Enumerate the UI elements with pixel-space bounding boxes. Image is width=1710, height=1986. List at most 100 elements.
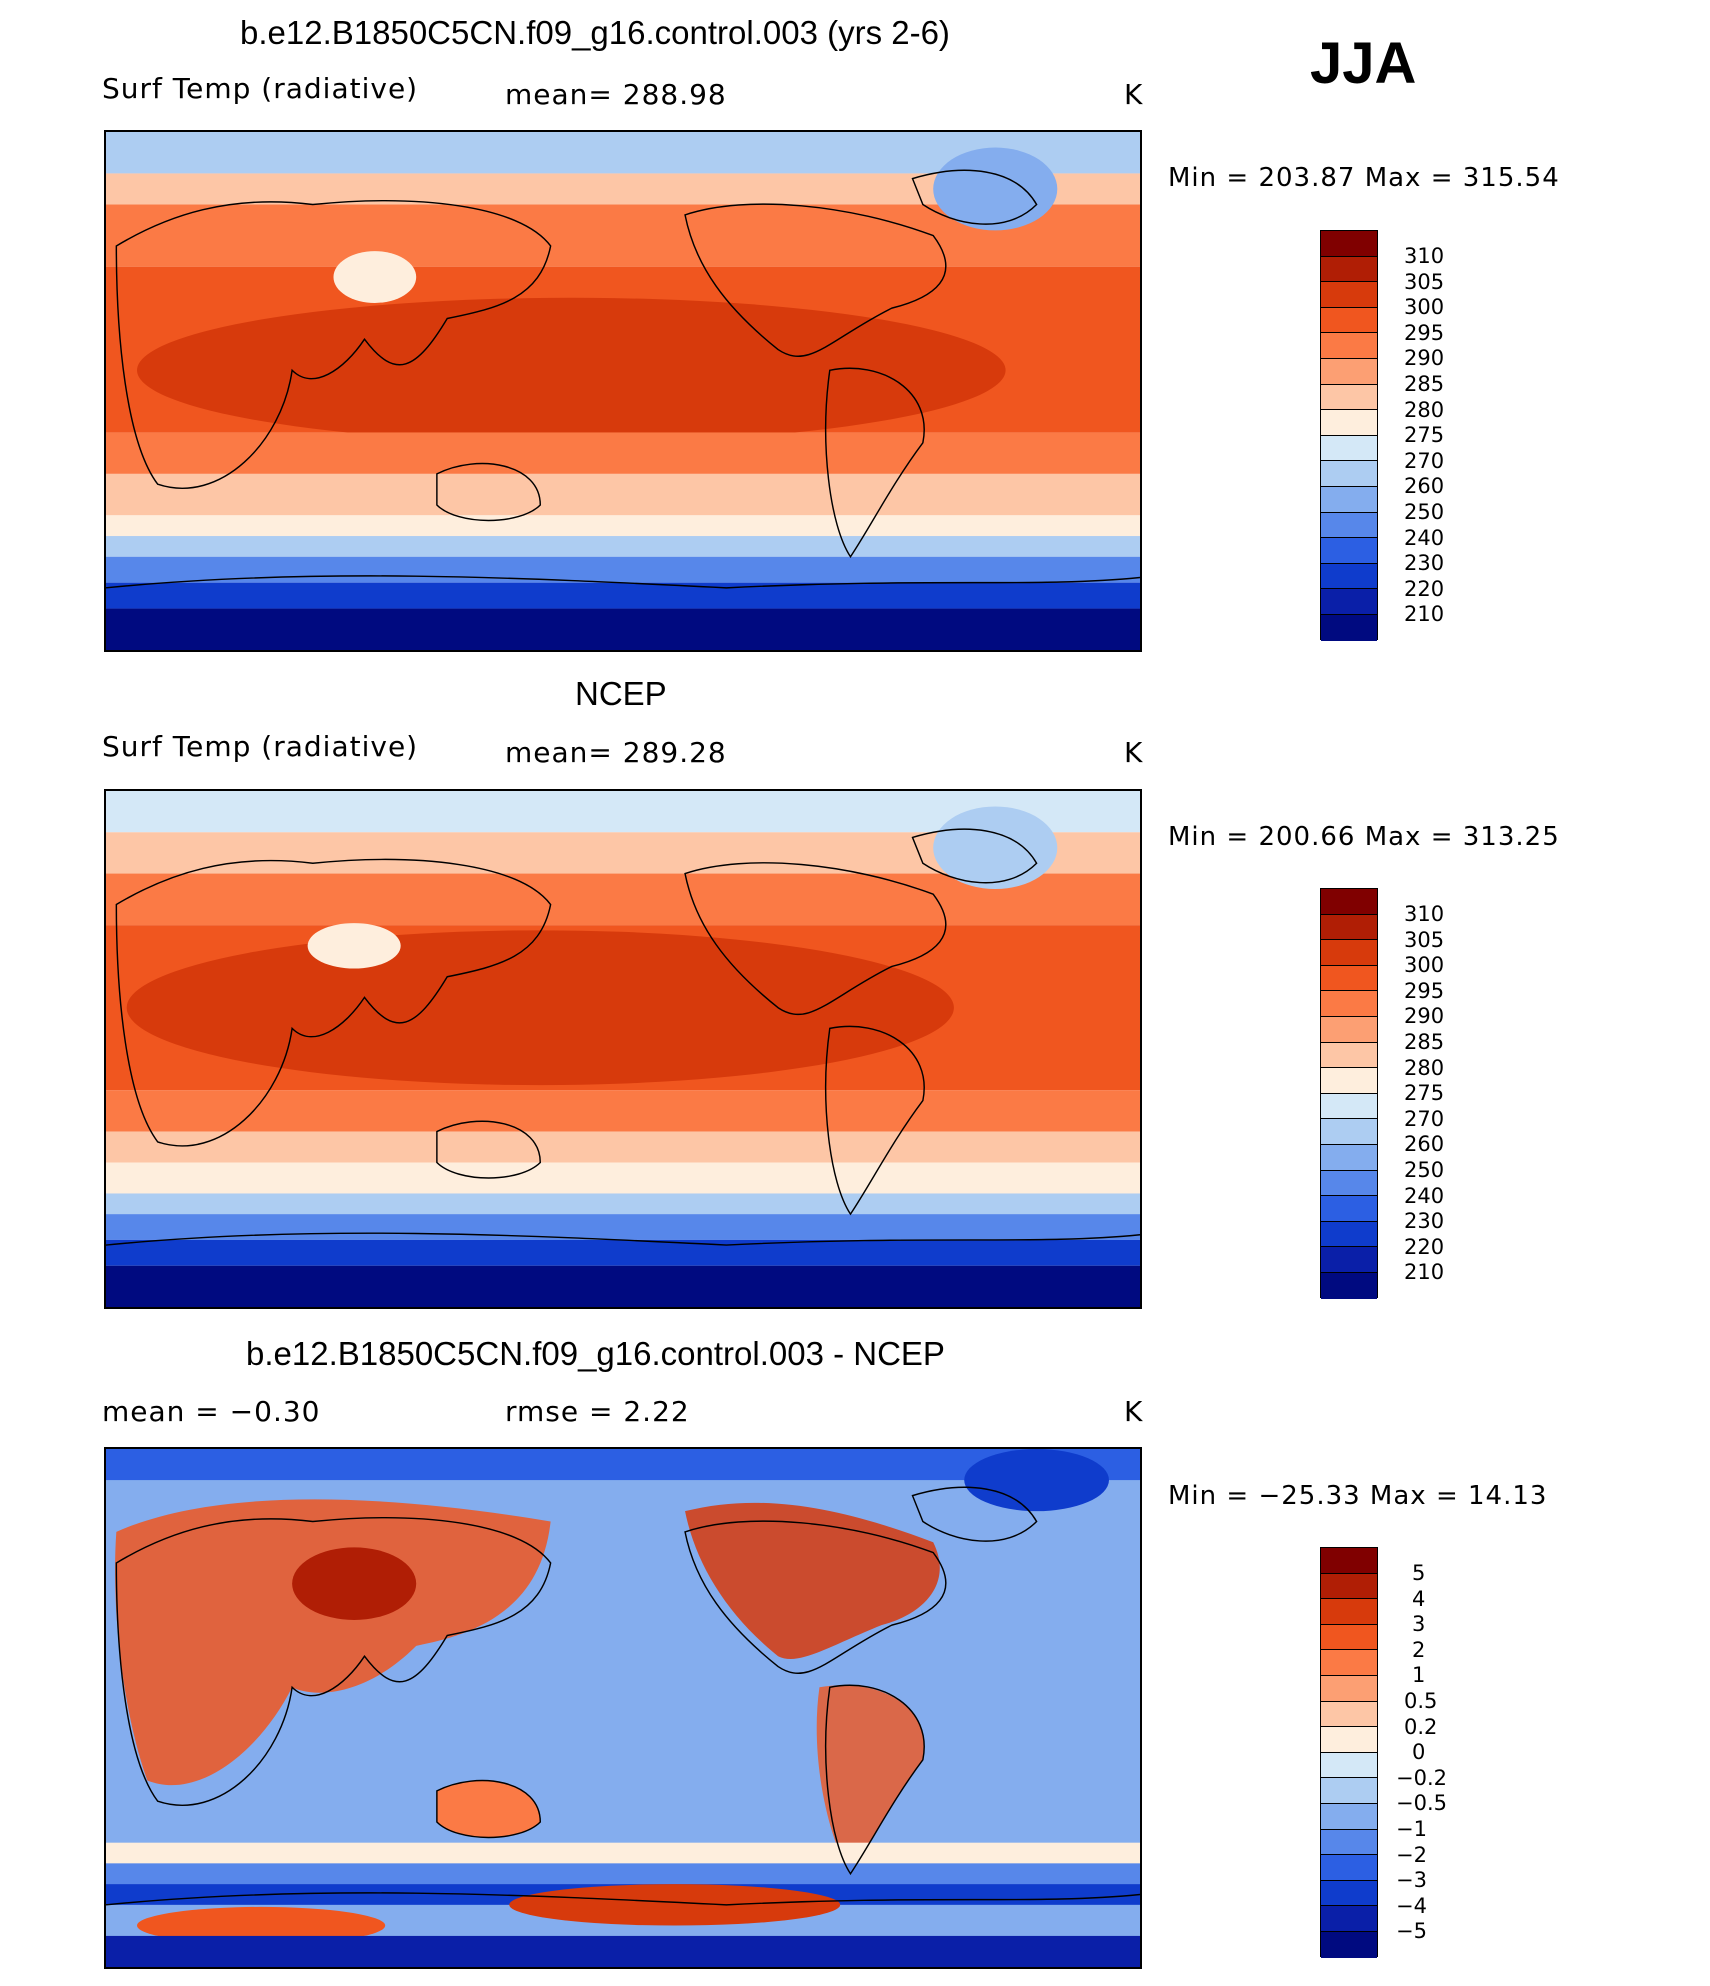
panel3-title: b.e12.B1850C5CN.f09_g16.control.003 - NC… <box>246 1335 945 1372</box>
panel1-map <box>104 130 1142 652</box>
colorbar-tick-label: −1 <box>1396 1817 1427 1841</box>
panel3-colorbar <box>1320 1547 1378 1958</box>
panel3-field <box>106 1449 1140 1967</box>
colorbar-segment <box>1321 1119 1377 1145</box>
panel3-minmax: Min = −25.33 Max = 14.13 <box>1168 1481 1548 1511</box>
colorbar-tick-label: −5 <box>1396 1919 1427 1943</box>
panel2-map <box>104 789 1142 1309</box>
panel1-units: K <box>1124 78 1144 111</box>
colorbar-tick-label: 250 <box>1404 1158 1445 1182</box>
colorbar-segment <box>1321 1880 1377 1907</box>
colorbar-tick-label: 230 <box>1404 1209 1445 1233</box>
colorbar-tick-label: 1 <box>1412 1663 1426 1687</box>
panel1-field <box>106 132 1140 650</box>
colorbar-tick-label: 2 <box>1412 1638 1426 1662</box>
panel3-units: K <box>1124 1395 1144 1428</box>
colorbar-tick-label: 305 <box>1404 928 1445 952</box>
colorbar-segment <box>1321 1170 1377 1197</box>
colorbar-tick-label: 0.2 <box>1404 1715 1438 1739</box>
colorbar-segment <box>1321 358 1377 385</box>
colorbar-segment <box>1321 1778 1377 1804</box>
colorbar-segment <box>1321 1599 1377 1625</box>
colorbar-segment <box>1321 333 1377 359</box>
colorbar-segment <box>1321 1068 1377 1094</box>
colorbar-segment <box>1321 563 1377 590</box>
colorbar-tick-label: 310 <box>1404 902 1445 926</box>
colorbar-segment <box>1321 1093 1377 1120</box>
colorbar-segment <box>1321 1144 1377 1171</box>
colorbar-tick-label: 250 <box>1404 500 1445 524</box>
colorbar-segment <box>1321 991 1377 1017</box>
colorbar-segment <box>1321 965 1377 992</box>
panel2-mean-label: mean= 289.28 <box>505 736 727 769</box>
colorbar-segment <box>1321 1829 1377 1856</box>
panel3-rmse-label: rmse = 2.22 <box>505 1395 690 1428</box>
colorbar-segment <box>1321 256 1377 283</box>
colorbar-tick-label: 240 <box>1404 1184 1445 1208</box>
colorbar-tick-label: 260 <box>1404 1132 1445 1156</box>
colorbar-tick-label: 0.5 <box>1404 1689 1438 1713</box>
colorbar-segment <box>1321 486 1377 513</box>
panel2-field <box>106 791 1140 1307</box>
colorbar-segment <box>1321 1247 1377 1273</box>
panel1-variable-label: Surf Temp (radiative) <box>102 72 419 105</box>
colorbar-tick-label: 270 <box>1404 449 1445 473</box>
colorbar-tick-label: −0.5 <box>1396 1791 1447 1815</box>
colorbar-segment <box>1321 1650 1377 1676</box>
panel1-colorbar <box>1320 230 1378 641</box>
season-label: JJA <box>1310 31 1417 96</box>
colorbar-tick-label: 275 <box>1404 423 1445 447</box>
panel2-units: K <box>1124 736 1144 769</box>
colorbar-tick-label: 295 <box>1404 321 1445 345</box>
colorbar-tick-label: 270 <box>1404 1107 1445 1131</box>
colorbar-tick-label: 3 <box>1412 1612 1426 1636</box>
panel2-title: NCEP <box>575 675 667 712</box>
colorbar-segment <box>1321 1042 1377 1069</box>
colorbar-tick-label: 280 <box>1404 1056 1445 1080</box>
colorbar-segment <box>1321 512 1377 539</box>
colorbar-tick-label: 290 <box>1404 346 1445 370</box>
colorbar-segment <box>1321 1548 1377 1574</box>
colorbar-segment <box>1321 1906 1377 1932</box>
colorbar-tick-label: −0.2 <box>1396 1766 1447 1790</box>
panel2-minmax: Min = 200.66 Max = 313.25 <box>1168 822 1560 852</box>
colorbar-segment <box>1321 940 1377 966</box>
colorbar-tick-label: 280 <box>1404 398 1445 422</box>
colorbar-segment <box>1321 1931 1377 1958</box>
colorbar-tick-label: 230 <box>1404 551 1445 575</box>
colorbar-segment <box>1321 589 1377 615</box>
colorbar-tick-label: 275 <box>1404 1081 1445 1105</box>
panel1-title: b.e12.B1850C5CN.f09_g16.control.003 (yrs… <box>240 14 950 51</box>
colorbar-tick-label: 285 <box>1404 372 1445 396</box>
colorbar-segment <box>1321 1727 1377 1753</box>
colorbar-tick-label: 5 <box>1412 1561 1426 1585</box>
colorbar-tick-label: 305 <box>1404 270 1445 294</box>
colorbar-segment <box>1321 1196 1377 1222</box>
colorbar-tick-label: 300 <box>1404 953 1445 977</box>
colorbar-tick-label: 285 <box>1404 1030 1445 1054</box>
colorbar-segment <box>1321 1701 1377 1728</box>
colorbar-segment <box>1321 435 1377 462</box>
colorbar-segment <box>1321 1016 1377 1043</box>
colorbar-segment <box>1321 1624 1377 1651</box>
colorbar-tick-label: 210 <box>1404 602 1445 626</box>
colorbar-segment <box>1321 461 1377 487</box>
colorbar-segment <box>1321 1573 1377 1600</box>
colorbar-tick-label: −3 <box>1396 1868 1427 1892</box>
colorbar-tick-label: 295 <box>1404 979 1445 1003</box>
colorbar-segment <box>1321 231 1377 257</box>
colorbar-tick-label: 220 <box>1404 1235 1445 1259</box>
colorbar-tick-label: 0 <box>1412 1740 1426 1764</box>
colorbar-tick-label: 210 <box>1404 1260 1445 1284</box>
colorbar-segment <box>1321 1803 1377 1830</box>
colorbar-segment <box>1321 1855 1377 1881</box>
panel3-mean-label: mean = −0.30 <box>102 1395 321 1428</box>
panel1-minmax: Min = 203.87 Max = 315.54 <box>1168 163 1560 193</box>
colorbar-segment <box>1321 282 1377 308</box>
colorbar-segment <box>1321 1272 1377 1299</box>
colorbar-tick-label: 300 <box>1404 295 1445 319</box>
colorbar-tick-label: 4 <box>1412 1587 1426 1611</box>
colorbar-segment <box>1321 410 1377 436</box>
colorbar-segment <box>1321 384 1377 411</box>
colorbar-segment <box>1321 889 1377 915</box>
